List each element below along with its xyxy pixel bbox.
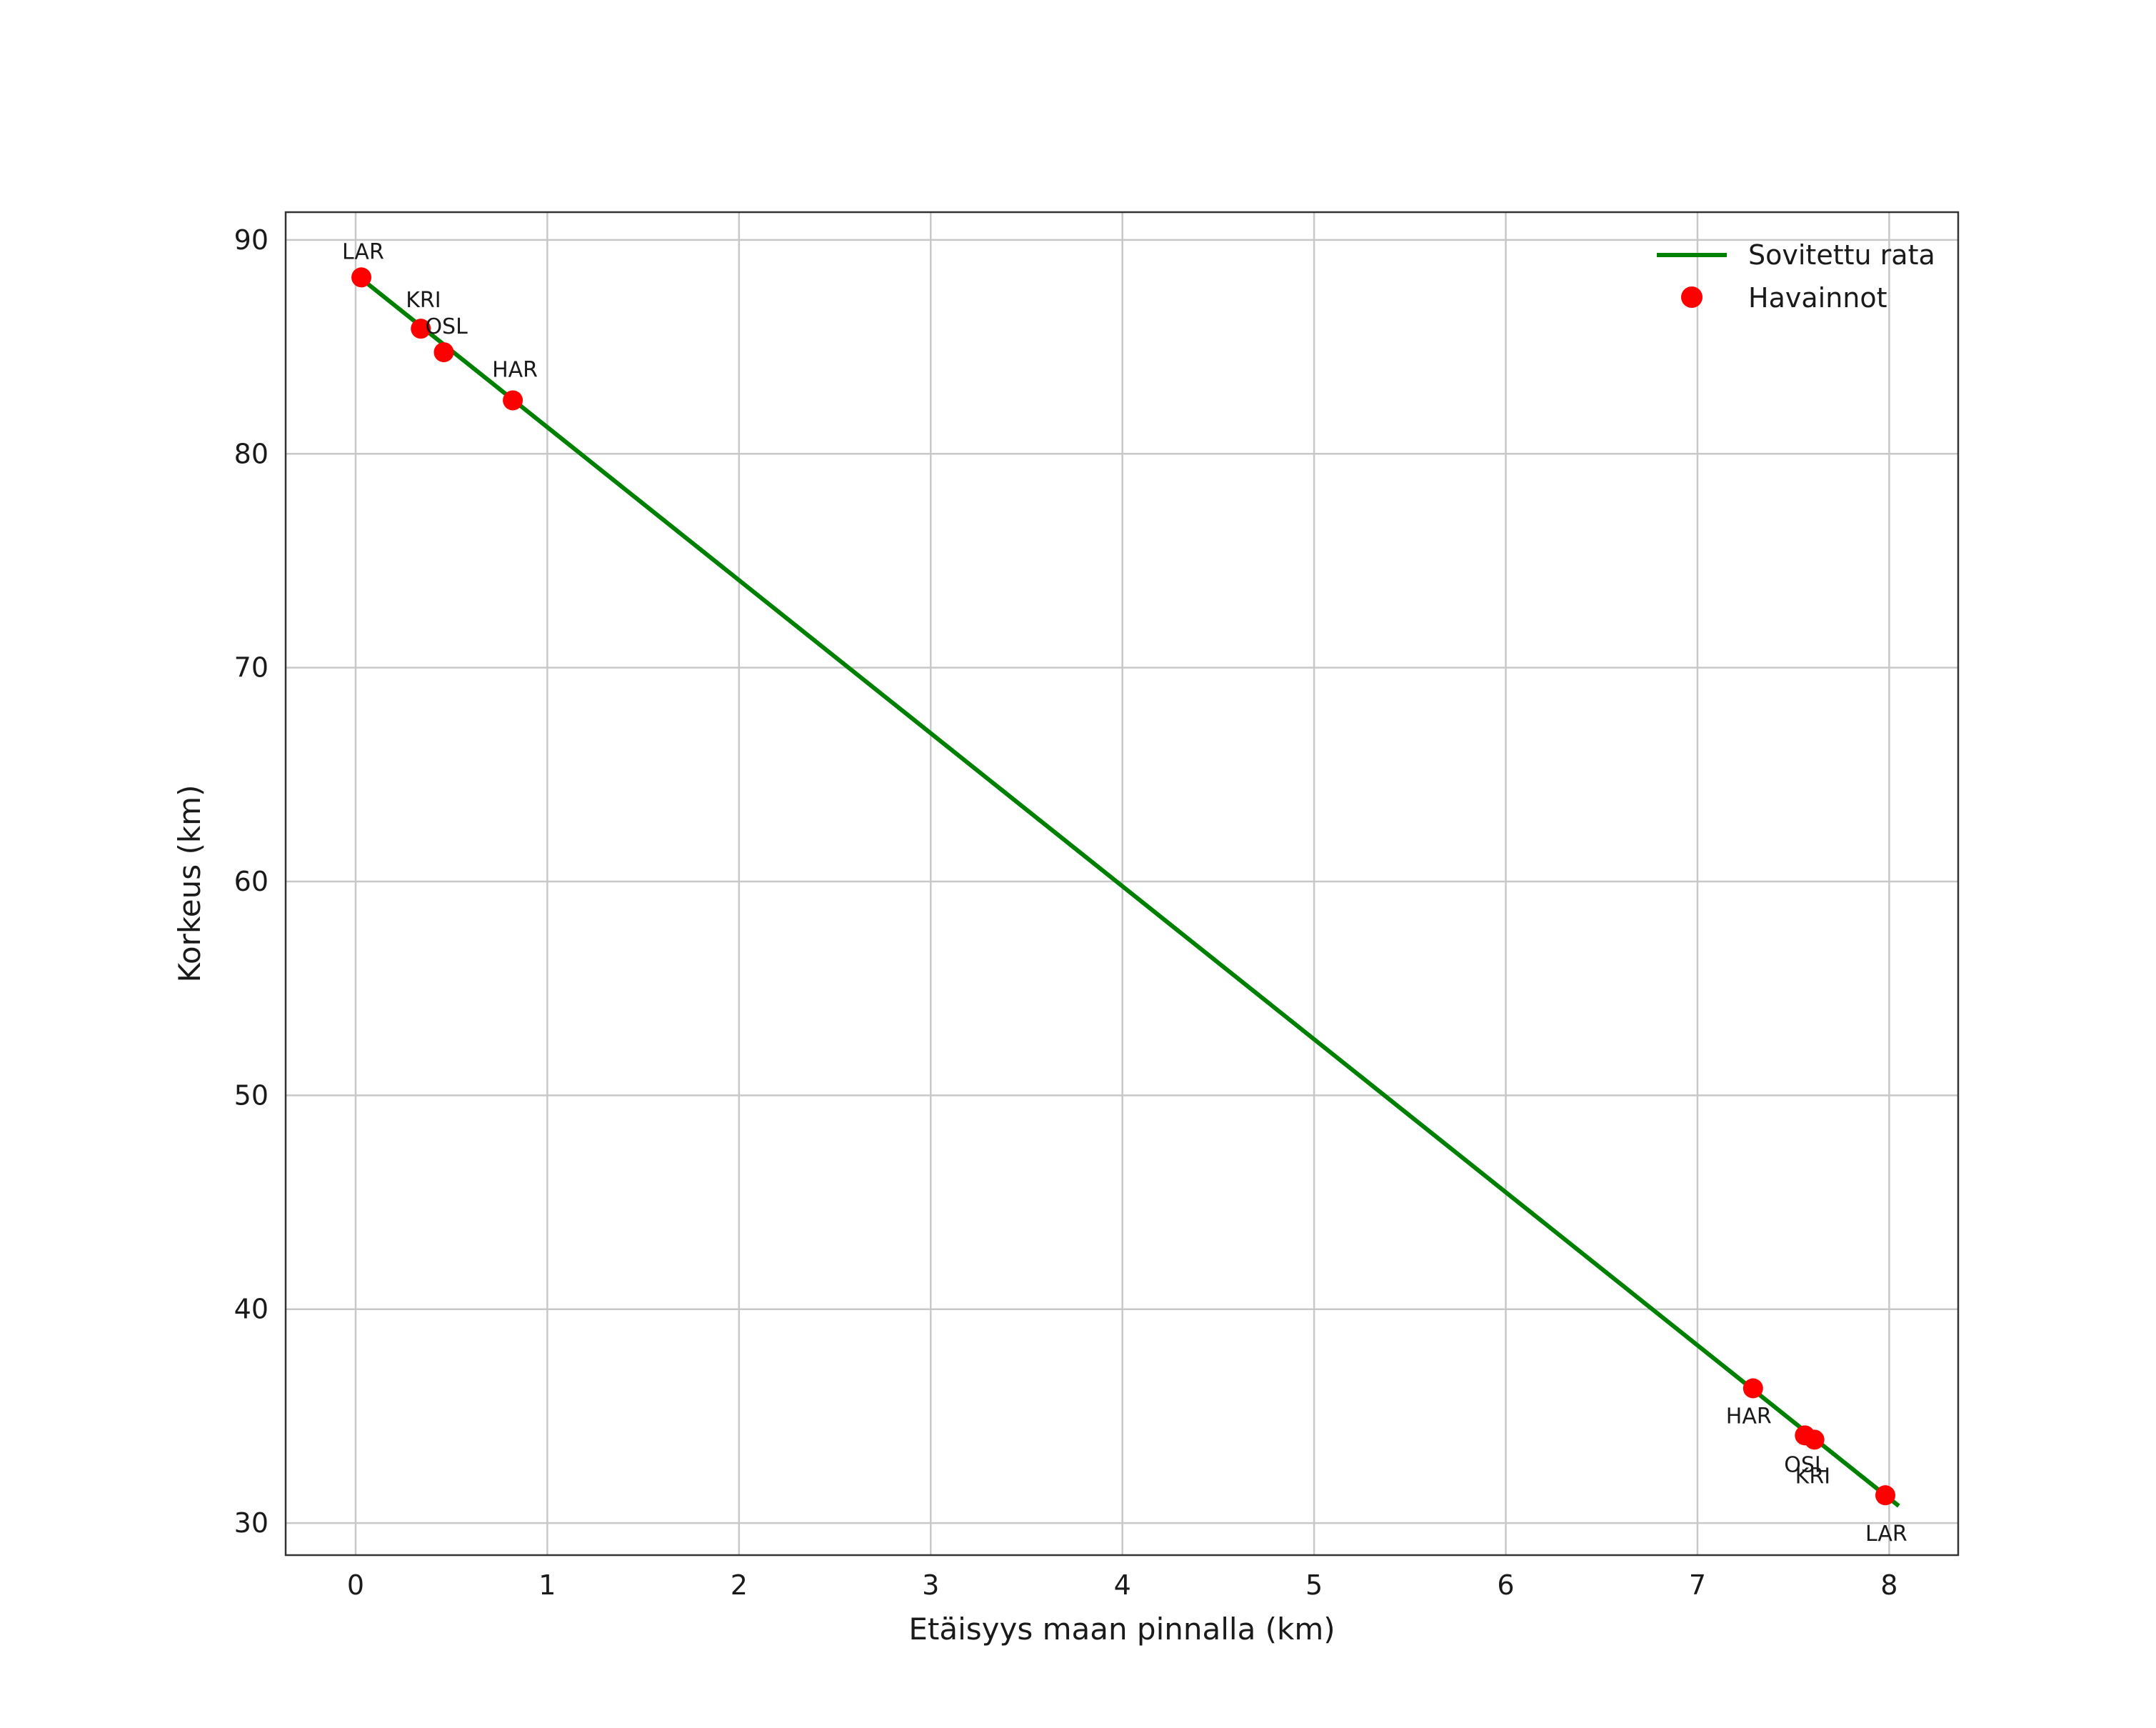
data-point-har-3 bbox=[503, 390, 523, 411]
x-tick-label: 8 bbox=[1880, 1569, 1897, 1601]
point-label-osl-2: OSL bbox=[425, 314, 468, 339]
legend-label-fitted-line: Sovitettu rata bbox=[1748, 239, 1935, 271]
point-label-kri-6: KRI bbox=[1795, 1464, 1830, 1489]
data-point-osl-2 bbox=[433, 342, 454, 363]
y-tick-label: 40 bbox=[234, 1294, 269, 1325]
point-label-lar-0: LAR bbox=[342, 239, 384, 264]
fitted-line bbox=[354, 272, 1900, 1508]
legend: Sovitettu rata Havainnot bbox=[1657, 239, 1935, 314]
point-label-har-4: HAR bbox=[1726, 1404, 1772, 1429]
x-tick-label: 6 bbox=[1497, 1569, 1514, 1601]
x-axis-label: Etäisyys maan pinnalla (km) bbox=[908, 1612, 1335, 1647]
data-point-lar-0 bbox=[351, 267, 372, 288]
y-tick-label: 70 bbox=[234, 652, 269, 684]
point-label-osl-5: OSL bbox=[1784, 1452, 1827, 1477]
x-tick-label: 1 bbox=[538, 1569, 556, 1601]
x-tick-label: 4 bbox=[1114, 1569, 1131, 1601]
gridlines bbox=[286, 212, 1958, 1555]
y-axis-label: Korkeus (km) bbox=[172, 785, 207, 983]
x-tick-label: 5 bbox=[1305, 1569, 1323, 1601]
tick-labels: 0 1 2 3 4 5 6 7 8 30 40 50 60 70 80 90 bbox=[234, 224, 1898, 1601]
data-point-kri-1 bbox=[411, 319, 431, 339]
y-tick-label: 90 bbox=[234, 224, 269, 256]
data-point-lar-7 bbox=[1875, 1485, 1895, 1506]
x-tick-label: 2 bbox=[731, 1569, 748, 1601]
point-label-lar-7: LAR bbox=[1865, 1522, 1907, 1547]
x-tick-label: 7 bbox=[1689, 1569, 1706, 1601]
x-tick-label: 3 bbox=[922, 1569, 939, 1601]
y-tick-label: 60 bbox=[234, 866, 269, 897]
y-tick-label: 50 bbox=[234, 1079, 269, 1111]
plot-frame bbox=[284, 211, 1960, 1557]
legend-label-observations: Havainnot bbox=[1748, 282, 1887, 314]
y-tick-label: 30 bbox=[234, 1507, 269, 1539]
point-label-har-3: HAR bbox=[492, 357, 538, 382]
x-tick-label: 0 bbox=[347, 1569, 364, 1601]
legend-point-sample-icon bbox=[1681, 286, 1703, 308]
point-label-kri-1: KRI bbox=[406, 288, 441, 313]
data-point-har-4 bbox=[1743, 1378, 1763, 1399]
data-point-kri-6 bbox=[1804, 1429, 1825, 1450]
y-tick-label: 80 bbox=[234, 438, 269, 469]
